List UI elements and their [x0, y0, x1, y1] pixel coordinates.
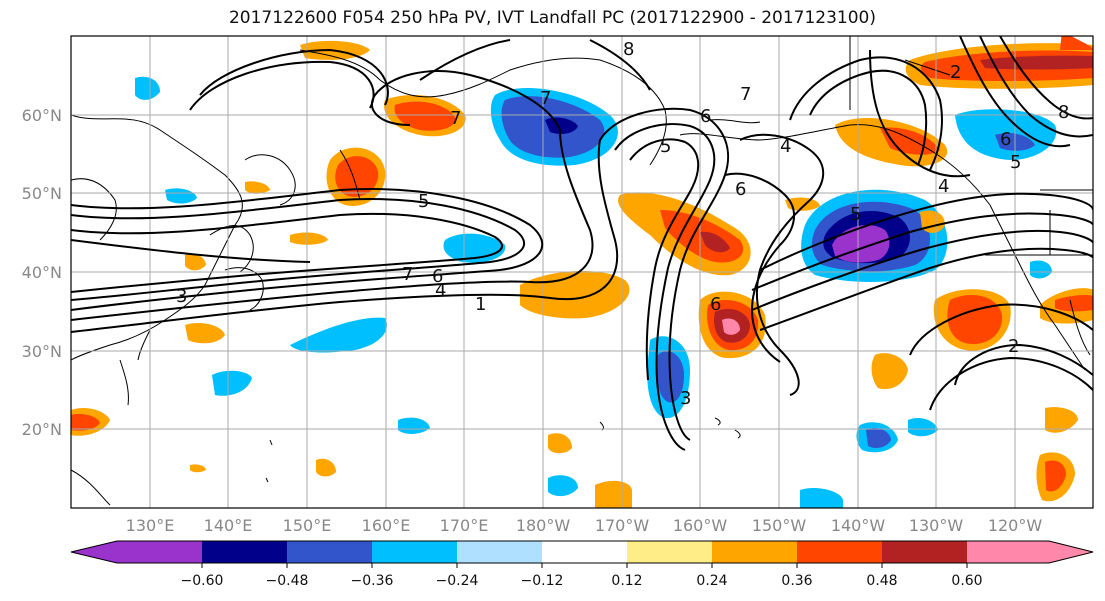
- contour-label: 7: [450, 108, 461, 129]
- colorbar-label: 0.24: [696, 573, 727, 589]
- contour-label: 8: [1058, 102, 1069, 123]
- contour-label: 7: [740, 84, 751, 105]
- pv-anomaly-fills: [71, 36, 1093, 508]
- contour-label: 6: [1000, 129, 1011, 150]
- contour-label: 4: [435, 280, 446, 301]
- colorbar-label: −0.60: [181, 573, 224, 589]
- colorbar-segment: [627, 541, 712, 563]
- longitude-labels: 130°E 140°E 150°E 160°E 170°E 180°W 170°…: [126, 516, 1043, 535]
- colorbar-outline: [70, 540, 1094, 564]
- colorbar-label: −0.48: [266, 573, 309, 589]
- colorbar-segment: [287, 541, 372, 563]
- contour-label: 6: [735, 179, 746, 200]
- colorbar-label: −0.12: [521, 573, 564, 589]
- lon-label: 150°W: [752, 516, 807, 535]
- contour-label: 5: [850, 204, 861, 225]
- contour-label: 6: [710, 294, 721, 315]
- contour-label: 4: [780, 136, 791, 157]
- lat-label: 50°N: [22, 184, 62, 203]
- map-title: 2017122600 F054 250 hPa PV, IVT Landfall…: [228, 8, 876, 28]
- contour-label: 7: [402, 264, 413, 285]
- contour-label: 5: [660, 136, 671, 157]
- colorbar-segment: [712, 541, 797, 563]
- lat-lon-grid: [71, 36, 1093, 508]
- colorbar-label: 0.12: [611, 573, 642, 589]
- lon-label: 130°E: [126, 516, 175, 535]
- lat-label: 20°N: [22, 420, 62, 439]
- lon-label: 130°W: [909, 516, 964, 535]
- contour-label: 4: [938, 176, 949, 197]
- colorbar-segment: [542, 541, 627, 563]
- lat-label: 40°N: [22, 263, 62, 282]
- latitude-labels: 60°N 50°N 40°N 30°N 20°N: [22, 106, 62, 439]
- colorbar-segment: [797, 541, 882, 563]
- contour-label: 6: [700, 106, 711, 127]
- lat-label: 60°N: [22, 106, 62, 125]
- ivt-contours: [71, 36, 1093, 451]
- lon-label: 140°E: [204, 516, 253, 535]
- lat-label: 30°N: [22, 342, 62, 361]
- lon-label: 150°E: [283, 516, 332, 535]
- colorbar-label: 0.36: [781, 573, 812, 589]
- lon-label: 140°W: [831, 516, 886, 535]
- lon-label: 160°E: [362, 516, 411, 535]
- lon-label: 170°E: [440, 516, 489, 535]
- contour-label: 3: [680, 388, 691, 409]
- plot-border: [70, 35, 1094, 509]
- contour-label: 5: [1010, 152, 1021, 173]
- lon-label: 170°W: [595, 516, 650, 535]
- contour-label: 6: [432, 266, 443, 287]
- contour-label: 2: [950, 62, 961, 83]
- colorbar-label: −0.36: [351, 573, 394, 589]
- lon-label: 180°W: [516, 516, 571, 535]
- colorbar-label: −0.24: [436, 573, 479, 589]
- contour-label: 5: [418, 191, 429, 212]
- colorbar-segment: [71, 541, 202, 563]
- contour-label: 2: [1008, 336, 1019, 357]
- contour-label: 1: [475, 294, 486, 315]
- colorbar-segment: [202, 541, 287, 563]
- contour-label: 8: [623, 39, 634, 60]
- colorbar-label: 0.60: [951, 573, 982, 589]
- colorbar-segment: [967, 541, 1093, 563]
- contour-labels: 8 7 6 5 4 6 5 7 6 4 1 3 6 3 5 4 6 5 8 2 …: [176, 39, 1069, 409]
- contour-label: 3: [176, 286, 187, 307]
- lon-label: 160°W: [673, 516, 728, 535]
- colorbar-segment: [372, 541, 457, 563]
- colorbar: −0.60 −0.48 −0.36 −0.24 −0.12 0.12 0.24 …: [70, 540, 1094, 589]
- colorbar-segment: [882, 541, 967, 563]
- contour-label: 7: [540, 88, 551, 109]
- colorbar-segment: [457, 541, 542, 563]
- colorbar-label: 0.48: [866, 573, 897, 589]
- lon-label: 120°W: [988, 516, 1043, 535]
